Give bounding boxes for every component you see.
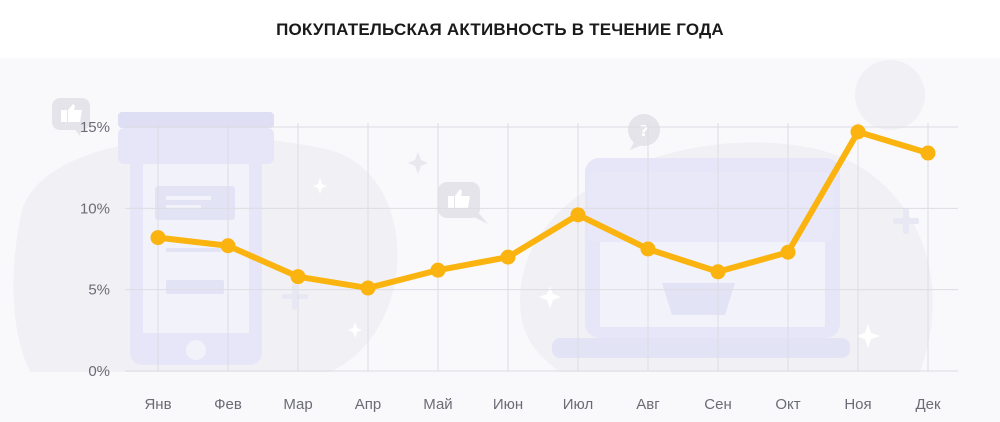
- data-point[interactable]: [150, 230, 166, 246]
- x-tick-label: Мар: [283, 396, 312, 413]
- sparkle-icon: [539, 286, 561, 308]
- data-point[interactable]: [920, 145, 936, 161]
- data-point[interactable]: [780, 244, 796, 260]
- series-line: [155, 128, 931, 292]
- x-tick-label: Июл: [563, 396, 593, 413]
- x-axis-ticks: Янв Фев Мар Апр Май Июн Июл Авг Сен Окт Ноя Дек: [144, 396, 941, 413]
- svg-text:?: ?: [640, 122, 649, 140]
- data-point[interactable]: [570, 207, 586, 223]
- series-layer: [150, 124, 936, 296]
- y-tick-label: 15%: [80, 119, 110, 136]
- sparkle-icon: [408, 152, 428, 174]
- x-tick-label: Апр: [355, 396, 381, 413]
- data-point[interactable]: [850, 124, 866, 140]
- x-tick-label: Авг: [636, 396, 660, 413]
- x-tick-label: Ноя: [844, 396, 871, 413]
- data-point[interactable]: [710, 264, 726, 280]
- thumbs-up-bubble-icon: [52, 98, 90, 136]
- y-tick-label: 0%: [88, 363, 110, 380]
- x-tick-label: Дек: [915, 396, 941, 413]
- data-point[interactable]: [430, 262, 446, 278]
- data-point[interactable]: [640, 241, 656, 257]
- x-tick-label: Сен: [704, 396, 731, 413]
- background-illustration: ?: [13, 60, 933, 372]
- x-tick-label: Окт: [775, 396, 800, 413]
- background-blob-top-right: [855, 60, 925, 130]
- data-point[interactable]: [360, 280, 376, 296]
- sparkle-icon: [348, 322, 362, 338]
- x-tick-label: Июн: [493, 396, 523, 413]
- x-tick-label: Май: [423, 396, 452, 413]
- x-tick-label: Янв: [144, 396, 171, 413]
- thumbs-up-bubble-icon: [438, 182, 488, 224]
- question-bubble-icon: ?: [628, 114, 660, 150]
- data-point[interactable]: [220, 238, 236, 254]
- x-tick-label: Фев: [214, 396, 242, 413]
- data-point[interactable]: [500, 249, 516, 265]
- y-tick-label: 10%: [80, 200, 110, 217]
- sparkle-icon: [313, 178, 327, 194]
- laptop-illustration: [552, 158, 850, 358]
- chart-title: ПОКУПАТЕЛЬСКАЯ АКТИВНОСТЬ В ТЕЧЕНИЕ ГОДА: [276, 20, 724, 39]
- y-axis-ticks: 0% 5% 10% 15%: [80, 119, 110, 380]
- phone-awning-illustration: [118, 112, 274, 164]
- y-tick-label: 5%: [88, 282, 110, 299]
- plus-icon: [282, 284, 308, 310]
- sparkle-icon: [856, 324, 880, 348]
- plus-icon: [893, 208, 919, 234]
- data-point[interactable]: [290, 269, 306, 285]
